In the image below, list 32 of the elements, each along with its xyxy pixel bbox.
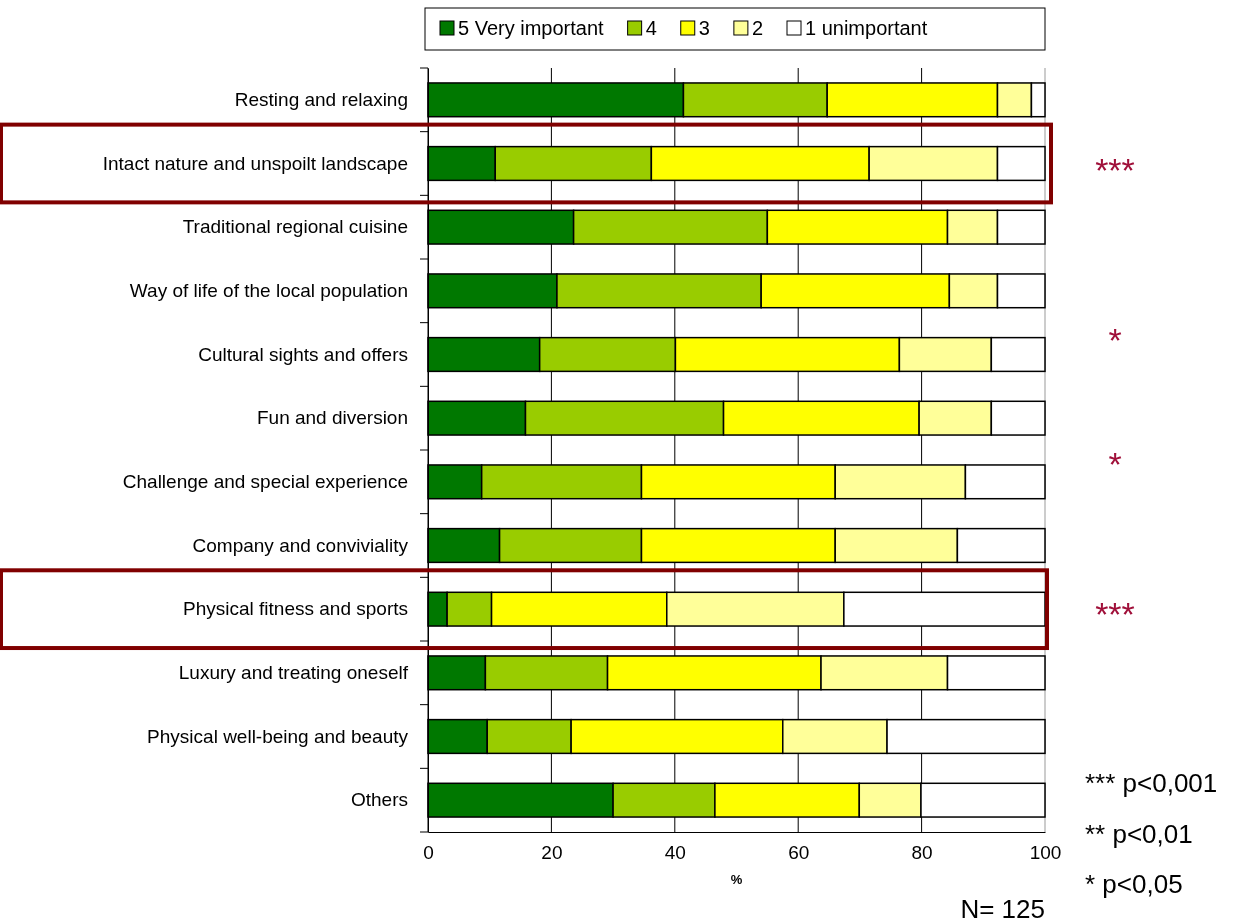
text: ***: [1095, 595, 1135, 633]
y-tick-label: Others: [350, 789, 408, 811]
text: *: [1108, 445, 1122, 483]
text: *: [1108, 321, 1122, 359]
text: ** p<0,01: [1085, 819, 1193, 849]
legend-label: 2: [751, 17, 763, 39]
y-tick-label: Fun and diversion: [256, 407, 408, 429]
y-tick-label: Way of life of the local population: [129, 279, 408, 301]
y-tick-label: Company and conviviality: [192, 534, 409, 556]
x-axis-title: %: [730, 872, 743, 887]
x-tick-label: 40: [664, 842, 686, 864]
x-tick-label: 80: [911, 842, 933, 864]
y-tick-label: Traditional regional cuisine: [182, 216, 408, 238]
y-tick-label: Physical well-being and beauty: [147, 725, 409, 747]
y-tick-label: Challenge and special experience: [122, 470, 408, 492]
x-tick-label: 20: [541, 842, 563, 864]
y-tick-label: Cultural sights and offers: [198, 343, 408, 365]
text: ***: [1095, 151, 1135, 189]
x-tick-label: 60: [788, 842, 810, 864]
text: N= 125: [960, 894, 1045, 923]
y-tick-label: Intact nature and unspoilt landscape: [102, 152, 408, 174]
legend-label: 4: [645, 17, 657, 39]
x-tick-label: 0: [423, 842, 434, 864]
x-tick-label: 100: [1029, 842, 1062, 864]
text: *** p<0,001: [1085, 768, 1218, 798]
text: * p<0,05: [1085, 869, 1183, 899]
legend-label: 3: [698, 17, 710, 39]
y-tick-label: Resting and relaxing: [234, 88, 408, 110]
legend-label: 1 unimportant: [805, 17, 928, 39]
y-tick-label: Luxury and treating oneself: [178, 661, 409, 683]
legend-label: 5 Very important: [458, 17, 605, 39]
y-tick-label: Physical fitness and sports: [183, 598, 408, 620]
